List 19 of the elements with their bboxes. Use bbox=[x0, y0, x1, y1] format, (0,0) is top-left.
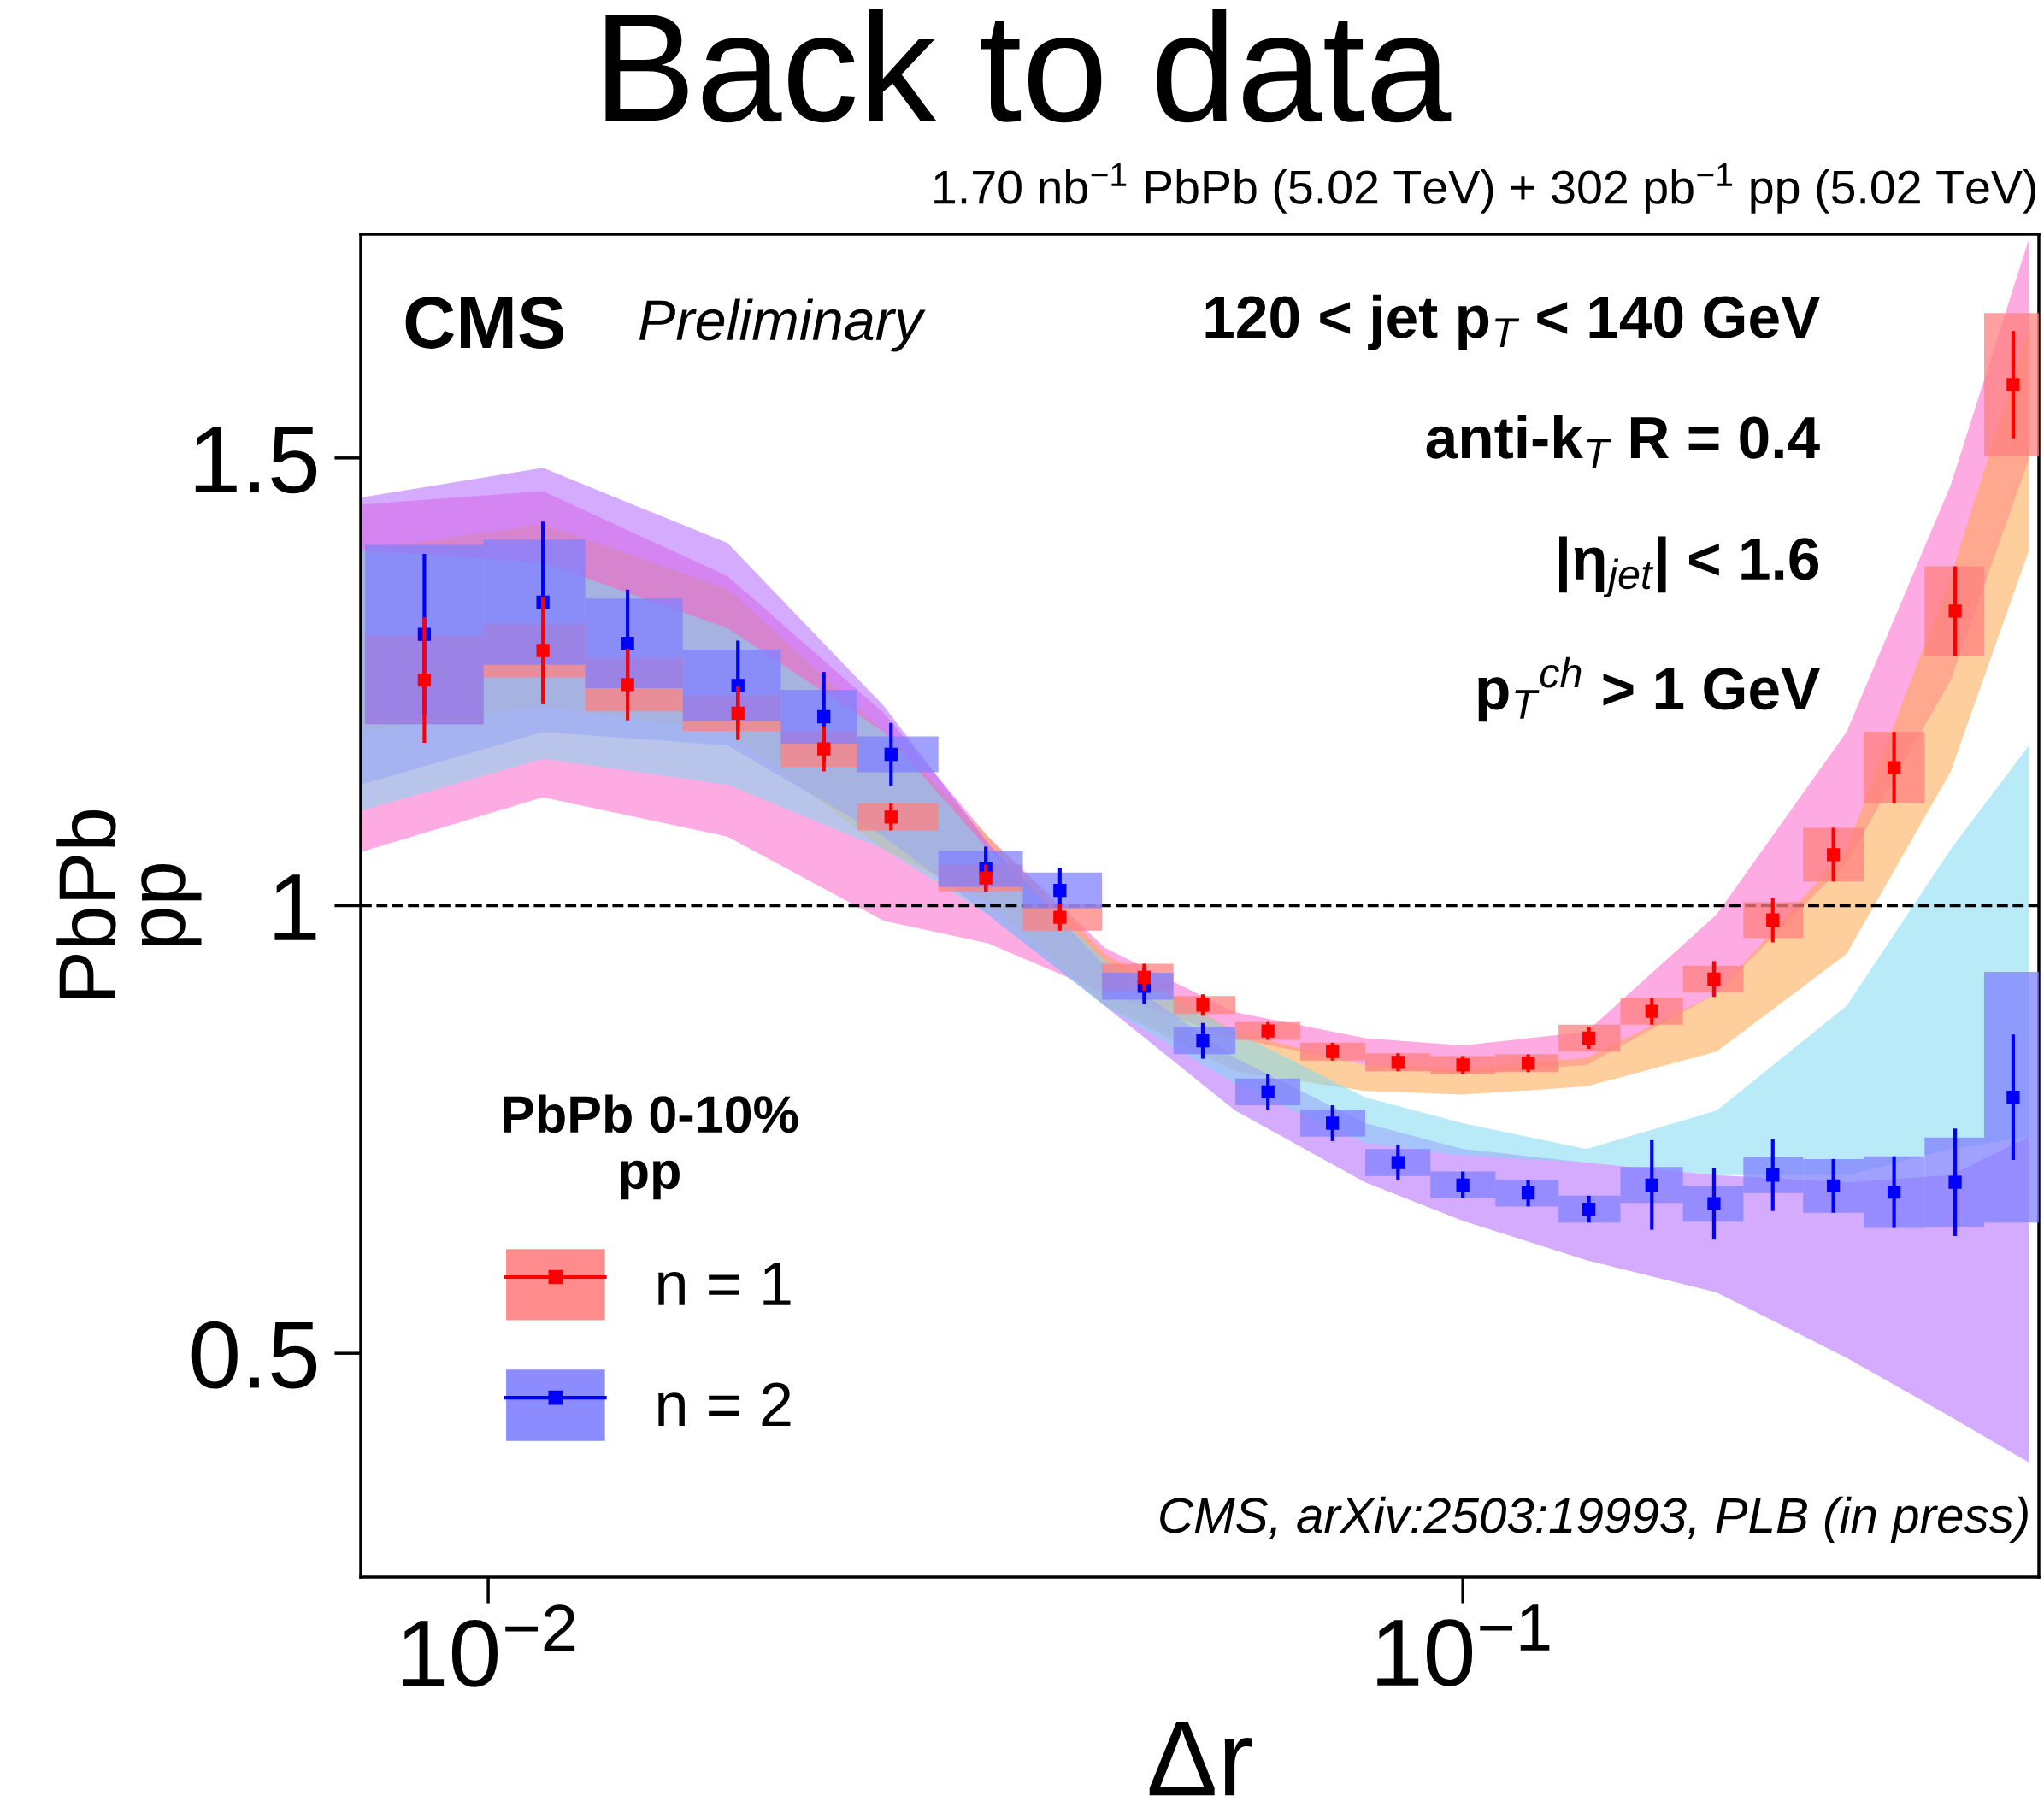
y-tick-label: 1 bbox=[274, 874, 316, 940]
y-axis-title: PbPb pp bbox=[56, 809, 202, 998]
x-tick-label: 10$^{−2}$ bbox=[403, 1604, 575, 1687]
legend-title: PbPb 0-10% pp bbox=[504, 1094, 798, 1200]
x-axis-title: Δr bbox=[1149, 1722, 1252, 1796]
x-tick-label: 10$^{−1}$ bbox=[1377, 1604, 1550, 1686]
annotation: 120 < jet p$_{T}$ < 140 GeV bbox=[1205, 294, 1820, 350]
y-tick-label: 0.5 bbox=[191, 1321, 317, 1389]
annotation: anti-k$_{T}$ R = 0.4 bbox=[1426, 415, 1820, 468]
chart-title: Back to data bbox=[605, 9, 1452, 123]
y-tick-label: 1.5 bbox=[195, 427, 317, 494]
text: 1.70 nb$^{−1}$ PbPb (5.02 TeV) + 302 pb$^{−1}$ pp (5.02 TeV) bbox=[934, 162, 2036, 214]
annotation: Preliminary bbox=[639, 298, 926, 352]
annotation: CMS, arXiv:2503:19993, PLB (in press) bbox=[1160, 1496, 2028, 1544]
legend-label: n = 1 bbox=[658, 1263, 791, 1305]
legend-label: n = 2 bbox=[658, 1382, 791, 1427]
annotation: |η$_{jet}$| < 1.6 bbox=[1558, 536, 1818, 597]
annotation: CMS bbox=[405, 296, 564, 349]
annotation: p$_{T}$$^{ch}$ > 1 GeV bbox=[1478, 656, 1820, 722]
